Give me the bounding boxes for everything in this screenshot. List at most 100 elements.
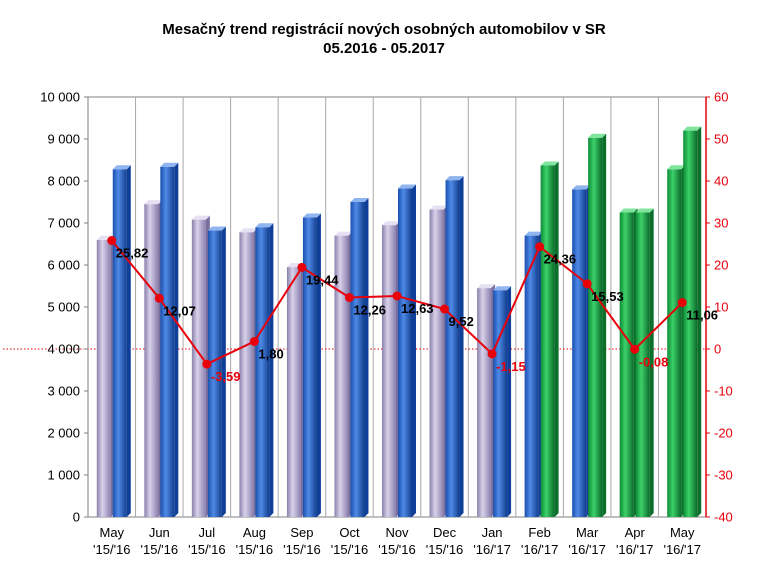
x-tick-sublabel: '15/'16 xyxy=(93,542,131,557)
bar-right-side xyxy=(554,161,559,517)
x-tick-sublabel: '15/'16 xyxy=(188,542,226,557)
x-tick-sublabel: '16/'17 xyxy=(568,542,606,557)
bar-right-top xyxy=(635,208,654,213)
y-right-tick-label: 30 xyxy=(714,216,728,231)
axis-layer: 0 1 000 2 000 3 000 4 000 5 000 6 000 7 000 8 00… xyxy=(40,90,733,558)
y-right-tick-label: 0 xyxy=(714,342,721,357)
y-right-tick-label: -20 xyxy=(714,426,733,441)
bar-right-side xyxy=(412,184,416,517)
bar-right-top xyxy=(398,184,416,189)
line-data-label: -0,08 xyxy=(639,354,669,369)
x-tick-label: Jul xyxy=(199,525,216,540)
x-tick-sublabel: '16/'17 xyxy=(616,542,654,557)
x-tick-sublabel: '15/'16 xyxy=(141,542,179,557)
x-tick-sublabel: '15/'16 xyxy=(378,542,416,557)
bar-right xyxy=(112,169,127,518)
line-point xyxy=(535,242,545,252)
bar-right-side xyxy=(602,133,607,518)
line-data-label: 9,52 xyxy=(449,314,474,329)
bar-right-top xyxy=(445,176,464,181)
line-layer xyxy=(107,236,687,369)
bar-right-top xyxy=(255,223,274,228)
bar-right-side xyxy=(459,176,464,517)
line-data-label: 25,82 xyxy=(116,246,149,261)
x-tick-sublabel: '15/'16 xyxy=(426,542,464,557)
x-tick-label: Feb xyxy=(528,525,550,540)
bar-right-side xyxy=(221,226,226,517)
line-data-label: -3,59 xyxy=(211,369,241,384)
x-tick-label: Aug xyxy=(243,525,266,540)
line-point xyxy=(392,291,402,301)
y-right-tick-label: 40 xyxy=(714,174,728,189)
x-tick-label: Jun xyxy=(149,525,170,540)
line-data-label: 24,36 xyxy=(544,252,577,267)
bar-right-top xyxy=(302,213,321,218)
bar-right-top xyxy=(350,198,369,202)
line-point xyxy=(630,344,640,354)
x-tick-label: Sep xyxy=(290,525,313,540)
y-left-tick-label: 7 000 xyxy=(47,216,80,231)
x-tick-sublabel: '16/'17 xyxy=(521,542,559,557)
y-right-tick-label: 50 xyxy=(714,132,728,147)
line-data-label: -1,15 xyxy=(496,359,526,374)
bar-right-side xyxy=(316,213,321,518)
line-point xyxy=(487,349,497,359)
chart-title-block: Mesačný trend registrácií nových osobnýc… xyxy=(0,20,768,58)
x-tick-label: Jan xyxy=(482,525,503,540)
line-point xyxy=(297,262,307,272)
bar-left-top xyxy=(382,221,400,226)
line-point xyxy=(344,293,354,303)
bar-right-side xyxy=(126,165,131,518)
line-data-label: 12,26 xyxy=(353,303,386,318)
line-point xyxy=(582,279,592,289)
bar-left xyxy=(429,209,444,517)
bar-right xyxy=(635,212,650,517)
bar-left xyxy=(96,239,111,518)
y-right-tick-label: -10 xyxy=(714,384,733,399)
bar-right xyxy=(255,227,270,517)
y-right-tick-label: 10 xyxy=(714,300,728,315)
bar-right-side xyxy=(364,198,369,517)
bar-right-side xyxy=(507,286,512,517)
line-point xyxy=(249,336,259,346)
bar-right xyxy=(398,188,412,517)
bar-left xyxy=(382,225,396,517)
y-left-tick-label: 0 xyxy=(73,510,80,525)
y-right-tick-label: 60 xyxy=(714,90,728,105)
y-left-tick-label: 4 000 xyxy=(47,342,80,357)
bar-left xyxy=(144,204,159,517)
bar-left xyxy=(477,288,492,517)
bar-left-top xyxy=(619,208,638,213)
bar-left-top xyxy=(191,215,210,220)
bar-left xyxy=(191,219,206,517)
bar-right xyxy=(493,290,508,517)
bar-right xyxy=(302,217,317,518)
bar-right xyxy=(588,137,603,518)
bar-left xyxy=(667,169,682,518)
bar-right xyxy=(683,130,698,517)
bar-right xyxy=(207,230,222,517)
line-data-label: 15,53 xyxy=(591,289,624,304)
bar-right-side xyxy=(174,162,179,517)
x-tick-sublabel: '15/'16 xyxy=(331,542,369,557)
bar-right-top xyxy=(160,162,179,167)
x-tick-label: Apr xyxy=(625,525,646,540)
bar-right-side xyxy=(269,223,274,517)
bar-right xyxy=(540,165,555,517)
y-right-tick-label: -30 xyxy=(714,468,733,483)
chart-title: Mesačný trend registrácií nových osobnýc… xyxy=(162,21,606,38)
bar-left xyxy=(239,232,254,518)
line-point xyxy=(202,359,212,369)
bar-left xyxy=(619,212,634,517)
bar-right-side xyxy=(697,126,702,517)
y-right-tick-label: -40 xyxy=(714,510,733,525)
bar-left-top xyxy=(429,205,448,210)
line-point xyxy=(677,298,687,308)
bar-right-top xyxy=(683,126,702,131)
line-point xyxy=(154,293,164,303)
bar-right xyxy=(445,180,460,517)
bar-left xyxy=(334,235,349,517)
x-tick-label: Mar xyxy=(576,525,599,540)
chart-subtitle: 05.2016 - 05.2017 xyxy=(323,40,445,57)
bar-right-side xyxy=(649,208,654,517)
